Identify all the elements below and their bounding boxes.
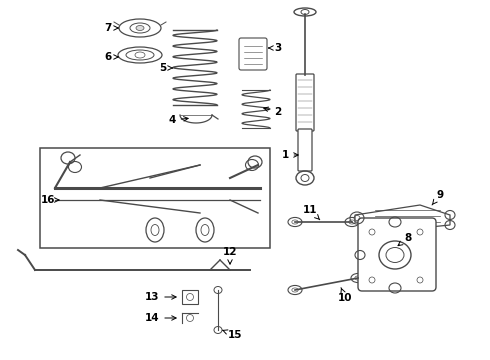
- Text: 10: 10: [338, 288, 352, 303]
- Polygon shape: [355, 205, 450, 228]
- Text: 8: 8: [398, 233, 412, 246]
- Text: 4: 4: [168, 115, 188, 125]
- Text: 14: 14: [145, 313, 176, 323]
- Bar: [182, 290, 198, 304]
- Ellipse shape: [136, 26, 144, 31]
- Text: 9: 9: [432, 190, 443, 205]
- FancyBboxPatch shape: [358, 218, 436, 291]
- Text: 6: 6: [104, 52, 118, 62]
- Text: 7: 7: [104, 23, 118, 33]
- Text: 1: 1: [281, 150, 298, 160]
- Text: 13: 13: [145, 292, 176, 302]
- FancyBboxPatch shape: [296, 74, 314, 131]
- Bar: [40, 148, 270, 248]
- Text: 15: 15: [222, 330, 242, 340]
- FancyBboxPatch shape: [239, 38, 267, 70]
- Text: 12: 12: [223, 247, 237, 264]
- FancyBboxPatch shape: [298, 129, 312, 171]
- Text: 11: 11: [303, 205, 320, 220]
- Text: 5: 5: [159, 63, 172, 73]
- Text: 3: 3: [269, 43, 282, 53]
- Text: 16: 16: [41, 195, 59, 205]
- Text: 2: 2: [264, 107, 282, 117]
